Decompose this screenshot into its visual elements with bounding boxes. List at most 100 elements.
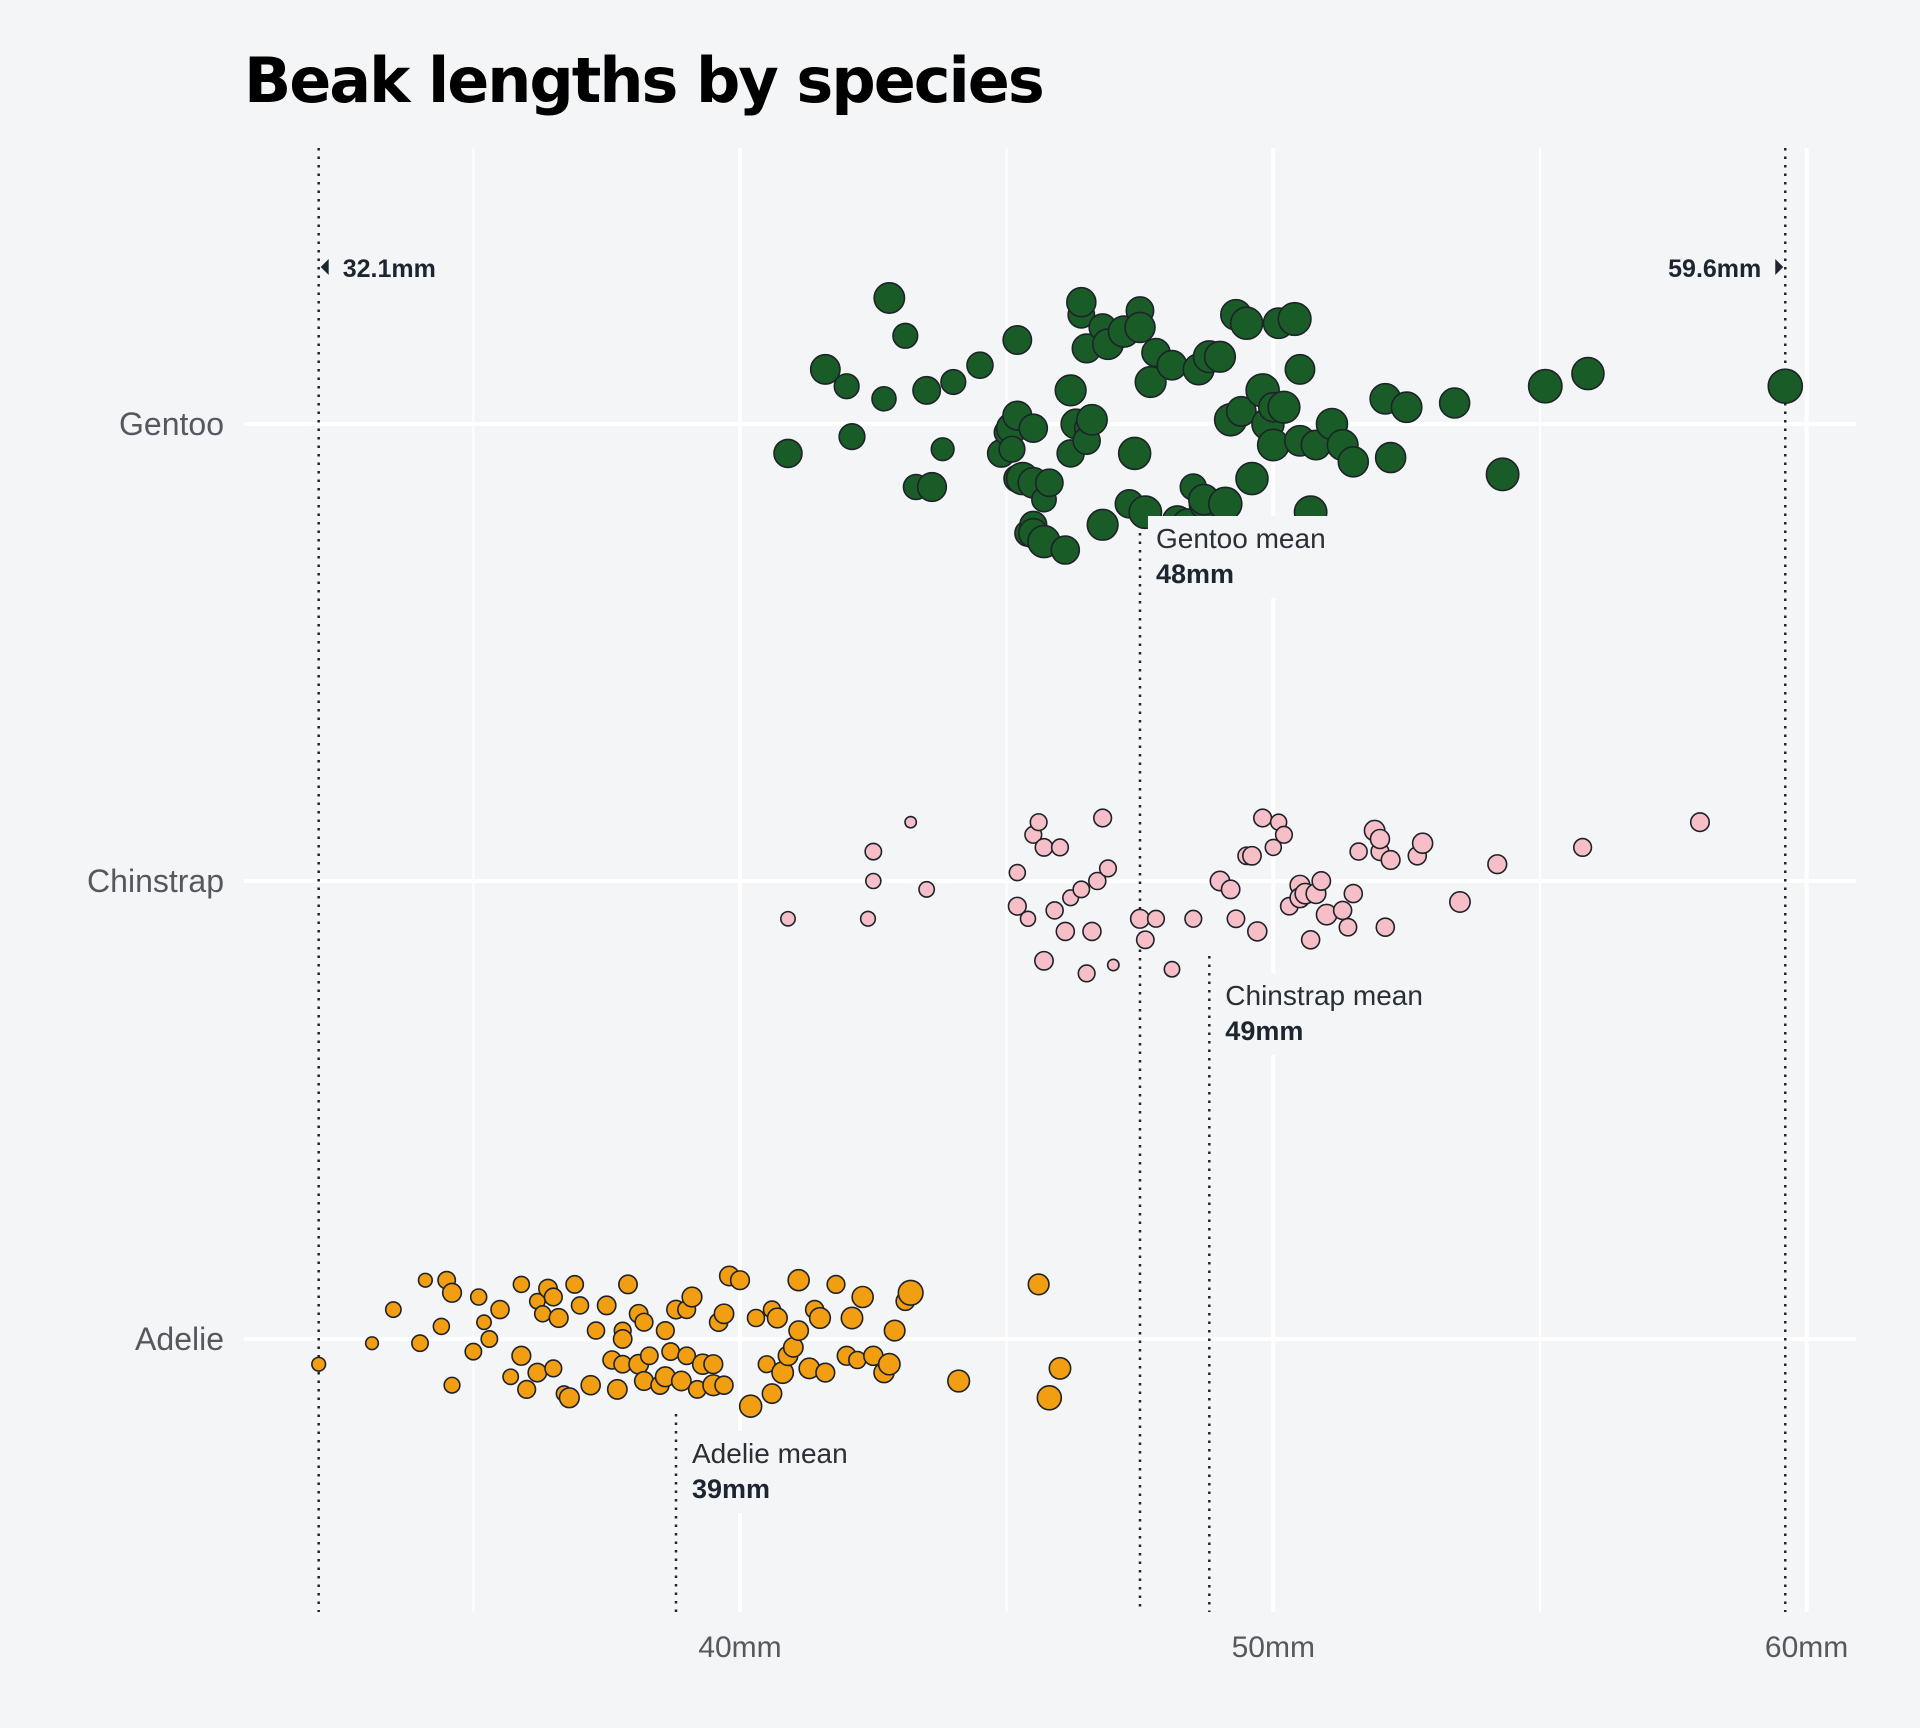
gentoo-point <box>940 368 967 396</box>
chinstrap-point <box>1184 909 1203 928</box>
range-arrow-right-icon <box>1775 259 1784 275</box>
gentoo-point <box>1134 365 1167 399</box>
chinstrap-mean-label-bg <box>1217 973 1438 1055</box>
adelie-point <box>364 1336 380 1351</box>
adelie-point <box>681 1286 703 1308</box>
gentoo-point <box>1229 306 1264 341</box>
gentoo-point <box>998 435 1026 463</box>
adelie-point <box>947 1369 971 1393</box>
chinstrap-point <box>1300 929 1321 950</box>
adelie-point <box>543 1287 563 1307</box>
chinstrap-point <box>1129 908 1151 929</box>
range-annotation-layer: 32.1mm 59.6mm <box>317 148 1787 1612</box>
adelie-point <box>766 1307 788 1329</box>
gentoo-point <box>871 385 897 412</box>
adelie-point <box>729 1270 751 1291</box>
adelie-point <box>787 1268 810 1292</box>
gentoo-point <box>1438 387 1471 419</box>
chinstrap-point <box>1253 808 1273 828</box>
gentoo-point <box>1054 374 1087 407</box>
gentoo-point <box>1050 535 1081 565</box>
chinstrap-point <box>1008 863 1027 882</box>
adelie-point <box>851 1285 874 1309</box>
adelie-point <box>464 1342 483 1361</box>
gentoo-point <box>1066 286 1097 318</box>
chinstrap-point <box>1349 842 1368 861</box>
adelie-point <box>639 1346 659 1366</box>
adelie-point <box>677 1346 697 1366</box>
adelie-point <box>511 1345 532 1366</box>
chinstrap-point <box>1375 917 1396 938</box>
chinstrap-point <box>1226 909 1246 929</box>
gentoo-point <box>916 471 948 503</box>
chinstrap-point <box>1448 891 1471 913</box>
adelie-point <box>703 1354 724 1375</box>
gentoo-point <box>892 322 919 349</box>
range-arrow-left-icon <box>320 259 329 275</box>
gentoo-point <box>833 373 860 400</box>
chinstrap-point <box>1034 950 1054 971</box>
gentoo-point <box>1203 340 1237 373</box>
gentoo-point <box>1086 508 1119 541</box>
chinstrap-point <box>918 880 936 898</box>
adelie-point <box>469 1288 488 1306</box>
x-tick-label-60: 60mm <box>1765 1631 1848 1664</box>
gentoo-point <box>1117 436 1152 471</box>
adelie-point <box>580 1374 601 1396</box>
range-label-left: 32.1mm <box>343 255 436 283</box>
chinstrap-point <box>1082 921 1102 942</box>
chinstrap-point <box>1338 917 1358 937</box>
chinstrap-point <box>1072 880 1091 899</box>
chinstrap-point <box>1572 837 1593 858</box>
gentoo-point <box>1267 390 1301 424</box>
adelie-point <box>883 1319 906 1342</box>
adelie-point <box>476 1314 492 1331</box>
adelie-point <box>1048 1356 1072 1380</box>
chinstrap-point <box>1106 958 1120 972</box>
chinstrap-point <box>1088 871 1107 891</box>
chart-title: Beak lengths by species <box>244 44 1045 117</box>
chinstrap-point <box>1332 900 1353 921</box>
chinstrap-point <box>1274 825 1294 844</box>
adelie-point <box>417 1272 433 1288</box>
gentoo-point <box>1277 301 1312 337</box>
gentoo-point <box>773 438 803 469</box>
adelie-point <box>544 1359 563 1378</box>
chinstrap-point <box>1411 832 1434 855</box>
adelie-mean-value: 39mm <box>692 1474 770 1504</box>
chinstrap-point <box>1487 854 1508 875</box>
adelie-point <box>714 1375 734 1395</box>
adelie-point <box>490 1299 510 1320</box>
gentoo-point <box>1076 403 1108 436</box>
adelie-point <box>618 1274 638 1295</box>
gentoo-mean-value: 48mm <box>1156 559 1234 589</box>
gentoo-point <box>1124 311 1156 344</box>
chinstrap-mean-name: Chinstrap mean <box>1225 980 1423 1011</box>
chinstrap-mean-value: 49mm <box>1225 1016 1303 1046</box>
dots-layer <box>311 282 1804 1418</box>
adelie-mean-name: Adelie mean <box>692 1438 848 1469</box>
adelie-point <box>738 1394 763 1418</box>
chinstrap-point <box>1220 879 1241 900</box>
chinstrap-point <box>1029 813 1048 832</box>
chinstrap-point <box>859 910 877 927</box>
gentoo-point <box>912 375 942 405</box>
adelie-point <box>502 1368 520 1386</box>
mean-lines-layer <box>674 499 1211 1612</box>
adelie-point <box>480 1330 499 1348</box>
adelie-point <box>548 1307 569 1329</box>
chinstrap-point <box>1019 910 1037 928</box>
chinstrap-point <box>904 815 918 829</box>
category-label-chinstrap: Chinstrap <box>87 863 224 899</box>
gentoo-mean-label-bg <box>1147 516 1368 598</box>
adelie-point <box>432 1317 451 1336</box>
adelie-point <box>713 1303 735 1325</box>
gentoo-point <box>1284 353 1316 385</box>
adelie-point <box>606 1378 628 1400</box>
adelie-point <box>634 1312 654 1332</box>
adelie-point <box>761 1383 783 1405</box>
category-label-adelie: Adelie <box>135 1321 224 1357</box>
gentoo-point <box>1002 325 1033 355</box>
chinstrap-point <box>1380 849 1401 871</box>
